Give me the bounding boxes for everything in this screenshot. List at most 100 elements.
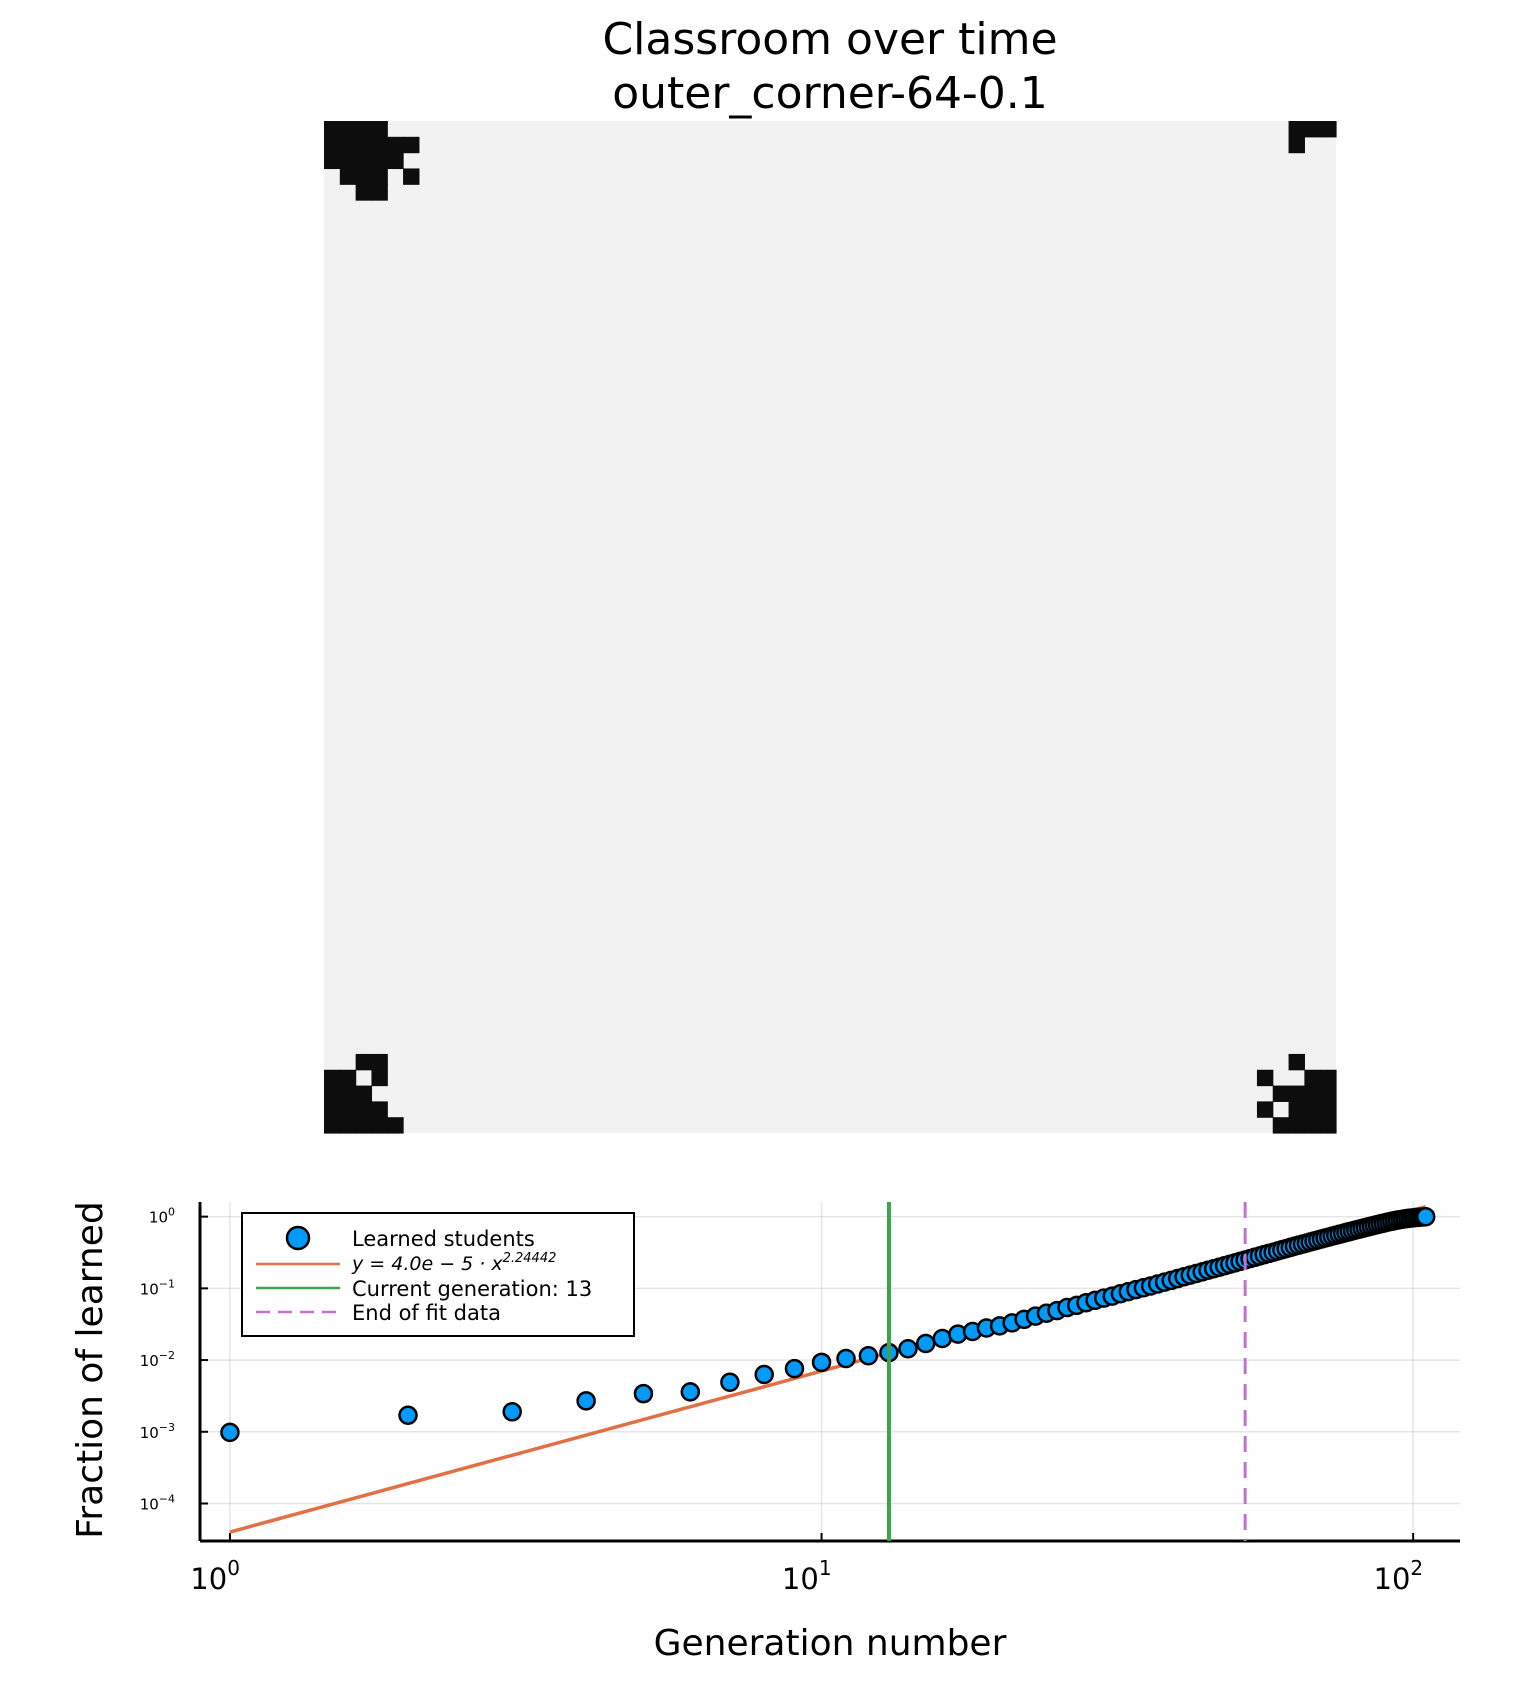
legend-label-learned-students: Learned students	[352, 1227, 535, 1251]
learned-students-series	[220, 1206, 1436, 1443]
heatmap-cell	[1304, 1069, 1321, 1087]
data-point	[680, 1382, 701, 1402]
heatmap-cell	[1256, 1069, 1274, 1087]
vertical-line-series	[886, 1202, 1247, 1541]
heatmap-cell	[403, 136, 420, 154]
x-tick-label: 102	[1374, 1556, 1424, 1596]
heatmap-cell	[324, 1101, 341, 1118]
heatmap-cell	[371, 184, 388, 201]
legend-label-current-generation: Current generation: 13	[352, 1277, 592, 1301]
data-point	[720, 1372, 740, 1393]
heatmap-cell	[324, 1069, 341, 1087]
x-tick-label: 101	[782, 1556, 832, 1596]
heatmap-cell	[371, 168, 388, 185]
heatmap-cell	[1288, 1101, 1305, 1118]
heatmap-cell	[324, 152, 341, 170]
heatmap-cell	[1288, 1117, 1305, 1134]
heatmap-cell	[1304, 1101, 1321, 1118]
heatmap-cell	[1320, 1101, 1337, 1118]
heatmap-cell	[339, 1085, 357, 1102]
y-axis-title: Fraction of learned	[70, 1201, 111, 1538]
heatmap-cell	[355, 1053, 373, 1071]
heatmap-cell	[1288, 1053, 1305, 1071]
data-point	[1415, 1206, 1436, 1227]
data-point	[784, 1358, 805, 1379]
heatmap-cell	[355, 136, 373, 154]
y-tick-label: 10−3	[140, 1421, 175, 1442]
heatmap-cell	[403, 168, 420, 185]
heatmap-cell	[1320, 1085, 1337, 1102]
y-ticks: 100 10−1 10−2 10−3 10−4	[140, 1206, 208, 1514]
y-tick-label: 10−4	[140, 1493, 175, 1514]
heatmap-cell	[371, 1053, 388, 1071]
heatmap-cell	[339, 152, 357, 170]
heatmap-cell	[355, 1101, 373, 1118]
heatmap-cell	[1304, 1085, 1321, 1102]
heatmap-cell	[371, 136, 388, 154]
heatmap-background	[324, 121, 1336, 1133]
heatmap-cell	[1320, 1117, 1337, 1134]
figure-title-line2: outer_corner-64-0.1	[612, 68, 1048, 119]
heatmap-cell	[1288, 136, 1305, 154]
legend-marker-learned-students	[285, 1225, 311, 1251]
legend-label-end-of-fit: End of fit data	[352, 1301, 501, 1325]
heatmap-cell	[355, 121, 373, 138]
heatmap-cell	[1272, 1117, 1290, 1134]
heatmap-cell	[371, 1069, 388, 1087]
heatmap-cell	[1256, 1101, 1274, 1118]
x-axis-title: Generation number	[654, 1623, 1007, 1664]
legend-label-fit: y = 4.0e − 5 · x2.24442	[351, 1251, 556, 1275]
heatmap-cell	[371, 1117, 388, 1134]
heatmap-cell	[1272, 1085, 1290, 1102]
heatmap-cell	[355, 1085, 373, 1102]
heatmap-cell	[355, 168, 373, 185]
data-point	[858, 1345, 879, 1366]
figure-title-line1: Classroom over time	[602, 14, 1057, 65]
heatmap-cell	[339, 168, 357, 185]
data-point	[220, 1422, 240, 1443]
y-tick-label: 100	[149, 1206, 175, 1227]
heatmap-cell	[324, 1117, 341, 1134]
heatmap-cell	[1320, 1069, 1337, 1087]
heatmap-cell	[1304, 1117, 1321, 1134]
heatmap-cell	[339, 1101, 357, 1118]
data-point	[633, 1383, 654, 1404]
data-point	[811, 1352, 832, 1373]
heatmap-cell	[371, 121, 388, 138]
heatmap-cell	[387, 152, 404, 170]
heatmap-cell	[371, 152, 388, 170]
data-point	[915, 1333, 936, 1354]
heatmap-cell	[1304, 121, 1321, 138]
data-point	[754, 1364, 774, 1385]
heatmap-cell	[339, 1069, 357, 1087]
data-point	[898, 1338, 918, 1359]
classroom-heatmap	[324, 121, 1337, 1134]
data-point	[836, 1348, 856, 1369]
heatmap-cell	[324, 136, 341, 154]
heatmap-cell	[339, 121, 357, 138]
heatmap-cell	[339, 1117, 357, 1134]
learned-fraction-chart: 100 101 102 100 10−1 10−2 10−3 10−4 Generation…	[70, 1201, 1460, 1664]
heatmap-cell	[371, 1101, 388, 1118]
chart-legend: Learned students y = 4.0e − 5 · x2.24442…	[241, 1212, 635, 1337]
heatmap-cell	[355, 1117, 373, 1134]
x-tick-label: 100	[190, 1556, 240, 1596]
data-point	[398, 1405, 418, 1426]
heatmap-cell	[387, 1117, 404, 1134]
heatmap-cell	[1288, 1085, 1305, 1102]
heatmap-cell	[387, 136, 404, 154]
heatmap-cell	[355, 184, 373, 201]
heatmap-cell	[324, 1085, 341, 1102]
heatmap-cell	[339, 136, 357, 154]
data-point	[502, 1402, 522, 1422]
heatmap-learned-cells	[324, 121, 1337, 1134]
heatmap-cell	[355, 152, 373, 170]
heatmap-cell	[1320, 121, 1337, 138]
data-point	[576, 1391, 596, 1411]
heatmap-cell	[324, 121, 341, 138]
y-tick-label: 10−1	[140, 1277, 175, 1298]
x-ticks: 100 101 102	[190, 1533, 1423, 1596]
heatmap-cell	[1288, 121, 1305, 138]
y-tick-label: 10−2	[140, 1349, 175, 1370]
